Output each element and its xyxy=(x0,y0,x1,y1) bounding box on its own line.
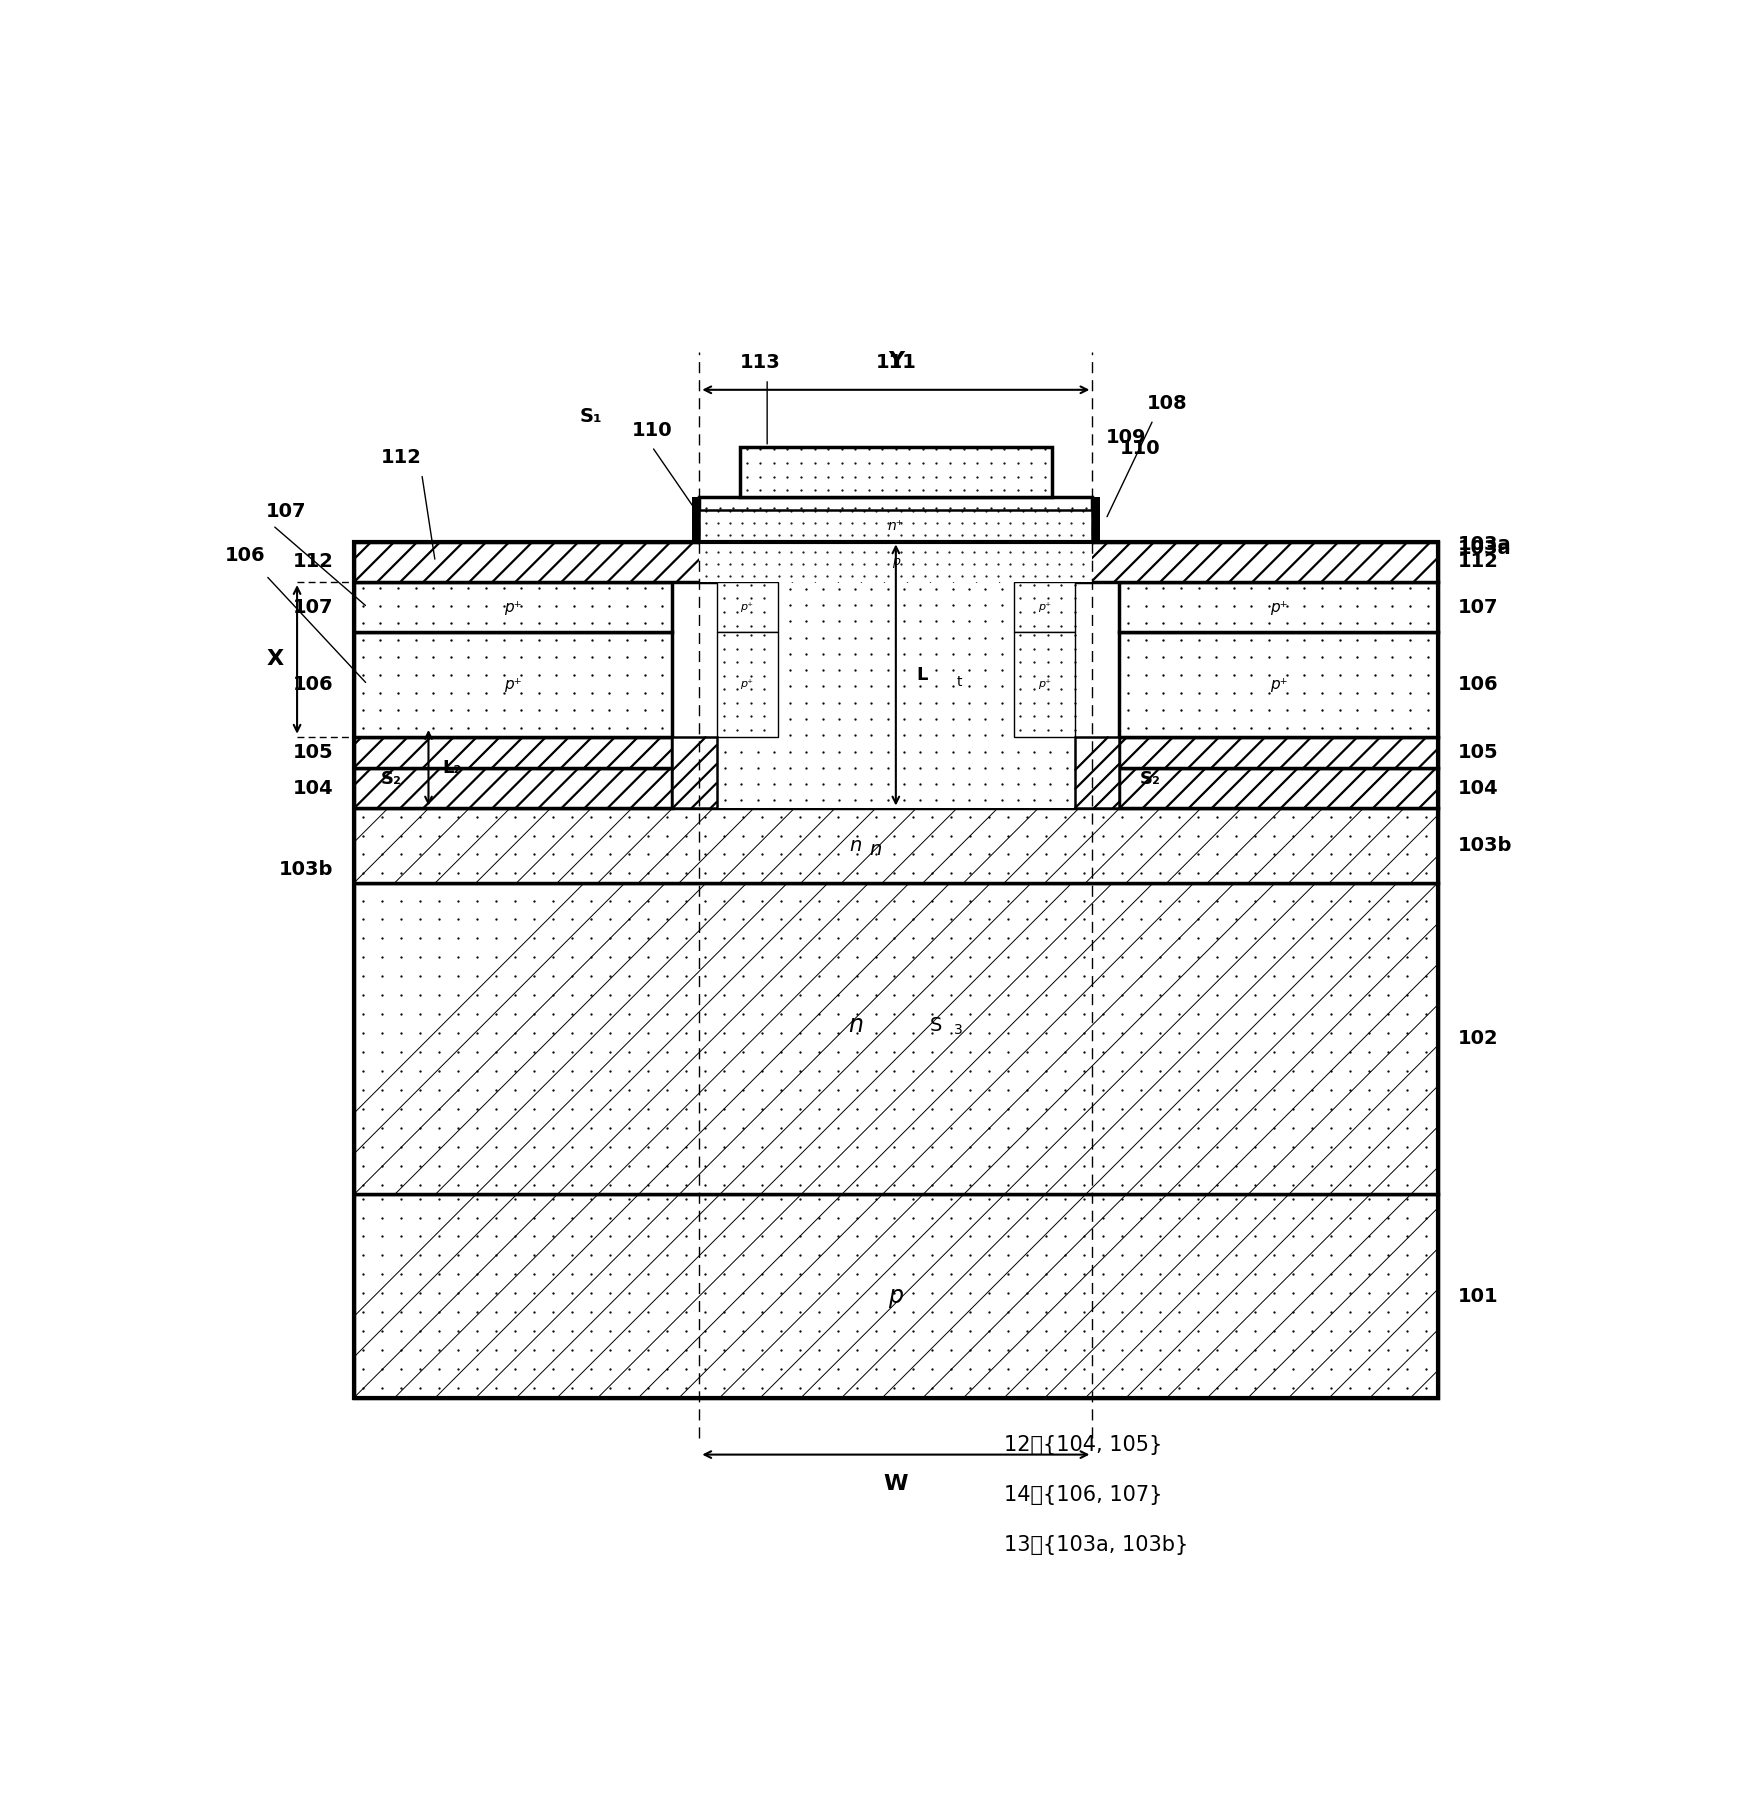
Text: n: n xyxy=(869,840,881,858)
Bar xyxy=(1014,633,1075,737)
Text: 108: 108 xyxy=(1147,395,1187,413)
Bar xyxy=(717,582,778,633)
Text: 110: 110 xyxy=(1119,438,1161,458)
Text: L₂: L₂ xyxy=(442,759,461,777)
Text: p⁺: p⁺ xyxy=(741,679,753,690)
Text: S₂: S₂ xyxy=(381,769,402,787)
Bar xyxy=(699,497,1092,542)
Text: 107: 107 xyxy=(266,503,306,521)
Text: 101: 101 xyxy=(1458,1287,1498,1306)
Text: X: X xyxy=(266,649,283,669)
Text: 112: 112 xyxy=(1458,553,1500,571)
Bar xyxy=(353,768,673,809)
Text: 106: 106 xyxy=(1458,676,1498,694)
Bar xyxy=(353,542,1437,1398)
Text: S₁: S₁ xyxy=(580,407,603,427)
Bar xyxy=(1014,582,1075,633)
Bar xyxy=(699,542,1092,582)
Text: 3: 3 xyxy=(954,1024,963,1038)
Text: n: n xyxy=(848,1013,864,1038)
Text: 110: 110 xyxy=(631,422,673,440)
Text: p⁺: p⁺ xyxy=(1269,600,1287,614)
Text: 14：{106, 107}: 14：{106, 107} xyxy=(1003,1485,1162,1505)
Text: 104: 104 xyxy=(294,778,334,798)
Bar xyxy=(1092,497,1099,542)
Bar xyxy=(1075,737,1119,809)
Text: 103a: 103a xyxy=(1458,539,1512,559)
Bar xyxy=(353,633,673,737)
Bar xyxy=(353,883,1437,1195)
Bar xyxy=(1119,737,1437,768)
Text: 107: 107 xyxy=(1458,598,1498,616)
Bar xyxy=(353,542,1437,582)
Text: p⁺: p⁺ xyxy=(1038,602,1051,613)
Text: 102: 102 xyxy=(1458,1029,1498,1049)
Bar xyxy=(739,447,1052,497)
Text: 103b: 103b xyxy=(280,860,334,879)
Text: 109: 109 xyxy=(1106,427,1147,447)
Text: 103a: 103a xyxy=(1458,535,1512,553)
Text: p⁺: p⁺ xyxy=(1038,679,1051,690)
Bar xyxy=(717,582,1075,809)
Bar xyxy=(1119,768,1437,809)
Text: p⁺: p⁺ xyxy=(505,678,523,692)
Text: W: W xyxy=(883,1474,909,1494)
Text: 112: 112 xyxy=(381,449,421,467)
Text: Y: Y xyxy=(888,351,904,371)
Text: 12：{104, 105}: 12：{104, 105} xyxy=(1003,1434,1162,1456)
Bar xyxy=(353,737,673,768)
Text: 104: 104 xyxy=(1458,778,1498,798)
Text: 107: 107 xyxy=(294,598,334,616)
Bar xyxy=(692,497,699,542)
Text: p⁺: p⁺ xyxy=(505,600,523,614)
Text: p⁺: p⁺ xyxy=(1269,678,1287,692)
Bar xyxy=(717,633,778,737)
Text: p: p xyxy=(888,1285,904,1308)
Text: 105: 105 xyxy=(294,742,334,762)
Text: S₂: S₂ xyxy=(1140,769,1161,787)
Bar xyxy=(1119,582,1437,633)
Text: t: t xyxy=(956,674,963,688)
Text: 105: 105 xyxy=(1458,742,1498,762)
Bar xyxy=(353,582,673,633)
Text: L: L xyxy=(916,667,928,685)
Bar xyxy=(673,737,717,809)
Text: 13：{103a, 103b}: 13：{103a, 103b} xyxy=(1003,1535,1189,1555)
Bar xyxy=(699,510,1092,542)
Text: 103b: 103b xyxy=(1458,836,1512,856)
Text: p: p xyxy=(891,555,900,568)
Text: 106: 106 xyxy=(225,546,266,564)
Bar xyxy=(1119,633,1437,737)
Text: 113: 113 xyxy=(739,353,781,373)
Text: 111: 111 xyxy=(876,353,916,373)
Text: n⁺: n⁺ xyxy=(888,519,904,533)
Text: n: n xyxy=(850,836,862,856)
Bar xyxy=(353,1195,1437,1398)
Bar xyxy=(353,809,1437,883)
Text: p⁺: p⁺ xyxy=(741,602,753,613)
Text: 112: 112 xyxy=(292,553,334,571)
Text: 106: 106 xyxy=(294,676,334,694)
Text: S: S xyxy=(930,1016,942,1034)
